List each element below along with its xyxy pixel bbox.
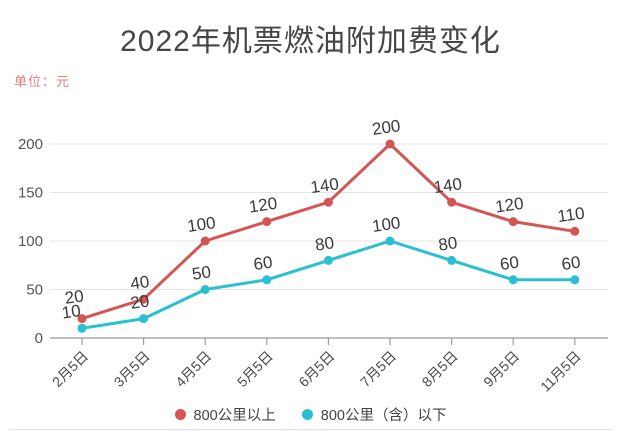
- data-point-label: 80: [314, 233, 335, 254]
- data-point: [262, 217, 272, 227]
- legend-label: 800公里以上: [193, 407, 276, 424]
- data-point: [139, 314, 149, 324]
- data-point: [262, 275, 272, 285]
- legend-item: 800公里以上: [174, 404, 276, 425]
- data-point: [570, 275, 580, 285]
- data-point-label: 60: [560, 253, 581, 274]
- data-point-label: 120: [248, 194, 279, 217]
- data-point-label: 40: [129, 272, 150, 293]
- y-tick-label: 100: [18, 233, 43, 250]
- x-tick-label: 6月5日: [295, 348, 337, 390]
- unit-label: 单位：元: [14, 74, 71, 89]
- y-tick-label: 0: [35, 330, 43, 347]
- chart-title: 2022年机票燃油附加费变化: [120, 25, 501, 58]
- data-point: [323, 197, 333, 207]
- data-point-label: 60: [252, 253, 273, 274]
- x-tick-label: 3月5日: [111, 348, 153, 390]
- data-point-label: 110: [556, 204, 585, 227]
- data-point-label: 100: [186, 213, 217, 236]
- x-tick-label: 7月5日: [357, 348, 399, 390]
- data-point-label: 60: [499, 253, 520, 274]
- x-tick-label: 9月5日: [480, 348, 522, 390]
- data-point-label: 200: [371, 116, 402, 139]
- x-tick-label: 2月5日: [49, 348, 91, 390]
- data-point-label: 20: [129, 291, 150, 312]
- data-point-label: 50: [191, 262, 212, 283]
- series-line: [80, 142, 577, 321]
- data-point-label: 10: [61, 301, 82, 322]
- data-point: [385, 236, 395, 246]
- data-point: [570, 226, 580, 236]
- y-tick-label: 50: [26, 282, 43, 299]
- legend-item: 800公里（含）以下: [301, 404, 447, 425]
- data-point-label: 80: [437, 233, 458, 254]
- legend-label: 800公里（含）以下: [320, 407, 447, 424]
- x-tick-label: 5月5日: [234, 348, 276, 390]
- data-point: [508, 217, 518, 227]
- y-tick-label: 150: [18, 185, 43, 202]
- legend-dot: [174, 408, 186, 420]
- data-point-label: 100: [371, 213, 402, 236]
- data-point: [200, 236, 210, 246]
- data-point-label: 20: [64, 286, 85, 307]
- data-point: [200, 285, 210, 294]
- footer-divider: [9, 429, 612, 430]
- data-point: [385, 139, 395, 149]
- data-point-label: 140: [432, 174, 463, 197]
- data-point: [447, 197, 457, 207]
- data-point-label: 120: [494, 194, 525, 217]
- legend-dot: [301, 408, 313, 420]
- y-tick-label: 200: [18, 136, 43, 153]
- legend: 800公里以上 800公里（含）以下: [0, 403, 621, 425]
- data-point: [77, 314, 87, 324]
- data-point: [447, 255, 457, 265]
- data-point: [77, 323, 87, 333]
- x-tick-label: 8月5日: [419, 348, 461, 390]
- x-tick-label: 4月5日: [172, 348, 214, 390]
- x-tick-label: 11月5日: [537, 348, 584, 395]
- data-point-label: 140: [309, 174, 340, 197]
- data-point: [323, 255, 333, 265]
- data-point: [139, 294, 149, 304]
- data-point: [508, 275, 518, 285]
